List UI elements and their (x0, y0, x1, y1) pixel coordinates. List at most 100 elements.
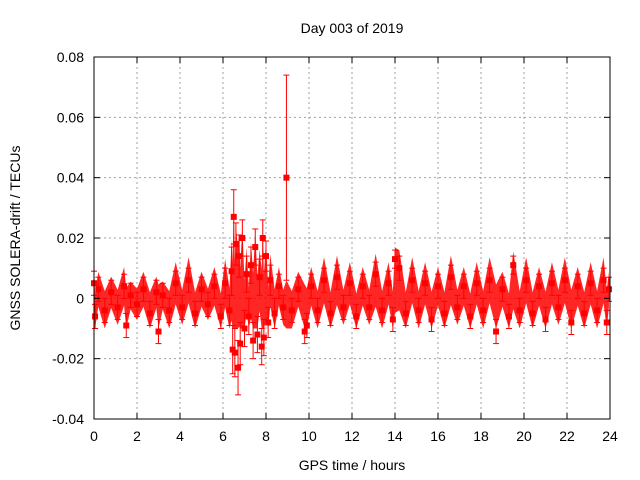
x-tick-label: 2 (133, 428, 141, 444)
data-point (101, 307, 108, 314)
data-point (480, 307, 487, 314)
noise-envelope (94, 204, 609, 329)
data-point (529, 310, 536, 317)
x-tick-label: 18 (473, 428, 489, 444)
data-point (402, 310, 409, 317)
data-point (321, 277, 328, 284)
x-tick-label: 0 (90, 428, 98, 444)
data-point (301, 328, 308, 335)
y-tick-label: 0.02 (57, 230, 84, 246)
data-point (204, 301, 211, 308)
data-point (510, 262, 517, 269)
y-tick-label: 0.08 (57, 49, 84, 65)
data-point (114, 304, 121, 311)
data-point (252, 244, 259, 251)
data-point (542, 316, 549, 323)
data-point (587, 280, 594, 287)
data-point (493, 328, 500, 335)
data-point (581, 310, 588, 317)
x-tick-label: 16 (430, 428, 446, 444)
data-point (236, 253, 243, 260)
data-point (121, 283, 128, 290)
data-point (594, 307, 601, 314)
data-point (603, 319, 610, 326)
data-point (95, 286, 102, 293)
axis-ticks: 0 2 4 6 8 10 12 14 16 18 20 22 24-0.04-0.0200.020.04… (52, 49, 618, 444)
x-tick-label: 6 (219, 428, 227, 444)
data-point (229, 346, 236, 353)
data-point (385, 280, 392, 287)
y-tick-label: 0.04 (57, 170, 84, 186)
data-point (568, 319, 575, 326)
y-axis-label: GNSS SOLERA-drift / TECUs (7, 146, 23, 331)
chart-title: Day 003 of 2019 (301, 20, 404, 36)
data-point (198, 286, 205, 293)
data-point (605, 286, 612, 293)
data-point (447, 274, 454, 281)
data-point (243, 271, 250, 278)
data-point (460, 283, 467, 290)
data-point (454, 304, 461, 311)
data-point (600, 277, 607, 284)
data-point (295, 286, 302, 293)
data-point (237, 340, 244, 347)
data-point (327, 310, 334, 317)
data-point (333, 274, 340, 281)
data-point (153, 289, 160, 296)
x-axis-label: GPS time / hours (299, 457, 406, 473)
data-point (239, 235, 246, 241)
x-tick-label: 10 (301, 428, 317, 444)
data-point (146, 310, 153, 317)
data-point (467, 313, 474, 320)
data-point (211, 283, 218, 290)
data-point (192, 310, 199, 317)
y-tick-label: -0.02 (52, 351, 84, 367)
x-tick-label: 12 (344, 428, 360, 444)
x-tick-label: 8 (262, 428, 270, 444)
data-point (250, 337, 257, 344)
data-point (555, 304, 562, 311)
data-point (379, 307, 386, 314)
data-point (245, 313, 252, 320)
data-point (232, 241, 239, 248)
data-point (258, 343, 265, 350)
data-point (303, 322, 310, 329)
data-point (536, 283, 543, 290)
data-point (428, 316, 435, 323)
data-point (441, 310, 448, 317)
data-point (372, 271, 379, 278)
x-tick-label: 24 (602, 428, 618, 444)
data-point (108, 289, 115, 296)
data-point (228, 268, 235, 275)
data-point (271, 310, 278, 317)
data-point (346, 280, 353, 287)
x-tick-label: 14 (387, 428, 403, 444)
data-point (499, 286, 506, 293)
data-point (574, 283, 581, 290)
data-point (505, 313, 512, 320)
data-point (159, 292, 166, 299)
data-point (140, 286, 147, 293)
data-point (548, 280, 555, 287)
data-point (123, 322, 130, 329)
data-point (155, 328, 162, 335)
data-point (415, 307, 422, 314)
data-point (226, 307, 233, 314)
grid-lines (94, 57, 610, 419)
data-point (275, 283, 282, 290)
data-point (247, 262, 254, 269)
data-series (91, 74, 612, 396)
data-point (340, 304, 347, 311)
y-tick-label: 0 (76, 290, 84, 306)
data-point (260, 334, 267, 341)
data-point (359, 283, 366, 290)
data-point (366, 304, 373, 311)
data-point (516, 307, 523, 314)
data-point (217, 313, 224, 320)
data-point (392, 256, 398, 263)
data-point (179, 304, 186, 311)
data-point (353, 313, 360, 320)
data-point (396, 265, 403, 272)
data-point (422, 280, 429, 287)
